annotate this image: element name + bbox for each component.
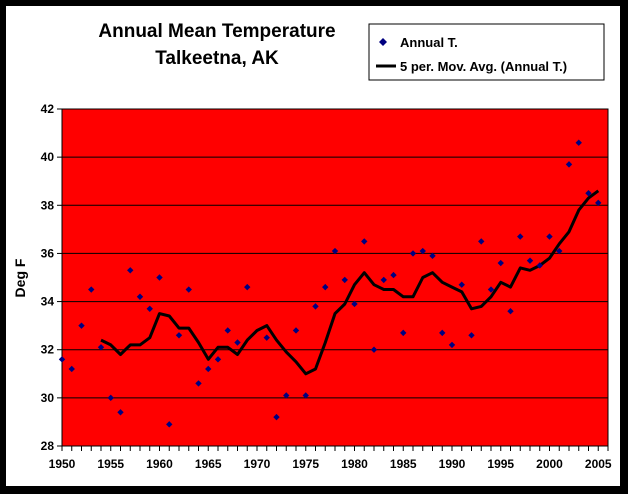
data-point-1999 (536, 262, 543, 269)
data-point-1993 (478, 238, 485, 245)
x-tick-label-2005: 2005 (585, 457, 612, 471)
data-point-1963 (185, 286, 192, 293)
chart-frame: Annual Mean Temperature Talkeetna, AK An… (6, 6, 620, 486)
data-point-2003 (575, 139, 582, 146)
grid-lines (62, 156, 608, 399)
legend-marker-annual-t (379, 38, 387, 46)
data-point-1966 (214, 356, 222, 363)
data-point-1996 (507, 308, 514, 315)
data-point-1958 (136, 293, 144, 300)
x-tick-label-2000: 2000 (536, 457, 563, 471)
data-point-1961 (166, 421, 173, 428)
x-tick-label-1955: 1955 (97, 457, 124, 471)
data-point-1992 (468, 332, 475, 339)
data-point-1983 (380, 276, 387, 284)
legend-label-annual-t: Annual T. (400, 35, 458, 50)
data-point-2002 (565, 161, 573, 168)
data-point-1977 (322, 283, 329, 291)
axes: 28 30 32 34 36 38 40 42 1950 1955 1960 1965 1970 1975… (41, 102, 612, 471)
data-point-1973 (283, 392, 290, 399)
data-point-1969 (244, 283, 251, 291)
x-tick-label-1980: 1980 (341, 457, 368, 471)
data-point-1967 (224, 327, 231, 334)
data-point-1982 (370, 346, 378, 353)
data-point-1954 (97, 344, 105, 351)
y-tick-label-40: 40 (41, 150, 55, 164)
data-point-1951 (68, 365, 75, 373)
y-tick-label-38: 38 (41, 198, 55, 212)
y-tick-label-32: 32 (41, 343, 55, 357)
data-point-1959 (146, 305, 153, 312)
chart-title-line-1: Annual Mean Temperature (98, 21, 335, 42)
x-tick-label-1995: 1995 (487, 457, 514, 471)
moving-average-line (100, 189, 600, 376)
data-point-1984 (390, 271, 397, 279)
data-point-1971 (263, 334, 270, 341)
y-tick-label-30: 30 (41, 391, 55, 405)
data-point-1950 (58, 356, 66, 363)
y-axis-label: Deg F (12, 258, 28, 297)
data-point-2004 (585, 190, 592, 197)
data-point-1995 (497, 259, 504, 267)
x-tick-label-1965: 1965 (195, 457, 222, 471)
y-tick-label-36: 36 (41, 246, 55, 260)
y-tick-label-28: 28 (41, 439, 55, 453)
data-point-1988 (429, 252, 436, 260)
data-point-1952 (78, 322, 85, 329)
data-point-1956 (117, 409, 124, 416)
y-tick-label-42: 42 (41, 102, 55, 116)
data-point-1962 (175, 332, 183, 339)
x-tick-label-1970: 1970 (244, 457, 271, 471)
y-tick-label-34: 34 (41, 295, 55, 309)
data-point-2005 (595, 199, 602, 207)
data-point-2001 (556, 247, 563, 255)
data-point-1953 (88, 286, 95, 293)
legend: Annual T. 5 per. Mov. Avg. (Annual T.) (368, 23, 605, 81)
data-point-1975 (302, 392, 309, 399)
data-point-1991 (458, 281, 465, 288)
x-tick-label-1985: 1985 (390, 457, 417, 471)
data-point-1998 (526, 257, 534, 264)
legend-box (368, 23, 605, 81)
data-point-2000 (546, 233, 553, 240)
data-point-1960 (156, 274, 163, 281)
data-point-1985 (400, 329, 407, 337)
data-point-1997 (517, 233, 524, 240)
data-point-1994 (487, 286, 495, 293)
data-point-1965 (205, 365, 212, 373)
data-point-1979 (341, 276, 348, 284)
data-point-1981 (361, 238, 368, 245)
data-point-1955 (107, 394, 114, 402)
x-tick-label-1960: 1960 (146, 457, 173, 471)
chart-title-line-2: Talkeetna, AK (155, 48, 279, 69)
data-point-1968 (234, 339, 241, 346)
data-point-1978 (331, 247, 339, 255)
data-point-1976 (312, 303, 319, 310)
data-point-1972 (273, 413, 280, 421)
moving-average-series (100, 189, 600, 376)
legend-label-moving-average: 5 per. Mov. Avg. (Annual T.) (400, 59, 567, 74)
x-tick-label-1950: 1950 (49, 457, 76, 471)
x-tick-label-1990: 1990 (439, 457, 466, 471)
data-point-1964 (195, 380, 202, 387)
data-point-1980 (351, 300, 358, 308)
data-point-1989 (439, 329, 446, 337)
data-point-1986 (409, 250, 417, 257)
data-point-1990 (448, 341, 456, 349)
data-point-1987 (419, 247, 426, 255)
data-point-1974 (292, 327, 300, 334)
chart: Annual Mean Temperature Talkeetna, AK An… (12, 21, 612, 471)
x-tick-label-1975: 1975 (292, 457, 319, 471)
annual-temperature-series (58, 139, 602, 428)
plot-area (61, 108, 609, 447)
